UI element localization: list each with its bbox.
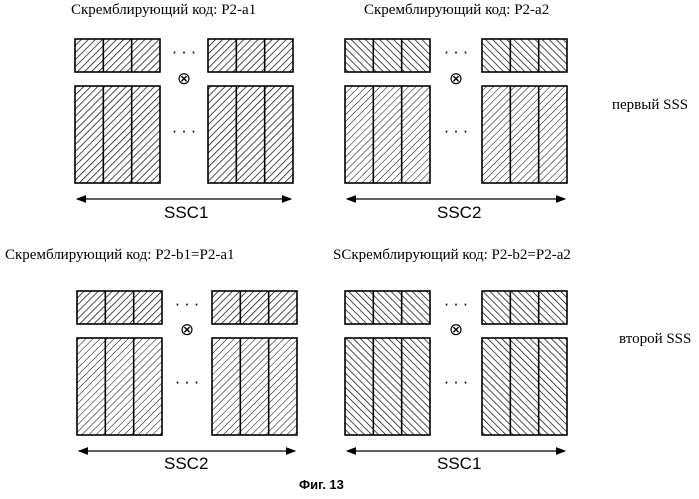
second-sss-label: второй SSS [619, 331, 691, 348]
r1p1-ellipsis-top: · · · [172, 44, 196, 62]
r2p1-sequence-block-left [77, 338, 162, 435]
panel-4-code-label: SСкремблирующий код: P2-b2=P2-a2 [333, 247, 571, 264]
r2p2-multiply-icon: ⊗ [449, 320, 463, 340]
r2p1-scramble-block-right [212, 291, 297, 324]
r1p2-ellipsis-top: · · · [444, 44, 468, 62]
panel-1-code-label: Скремблирующий код: P2-a1 [71, 2, 256, 19]
panel-4-ssc-label: SSC1 [437, 454, 481, 474]
r1p1-sequence-block-left [75, 86, 160, 183]
figure-caption: Фиг. 13 [299, 477, 344, 492]
r1p1-scramble-block-left [75, 39, 160, 72]
panel-3-ssc-label: SSC2 [164, 454, 208, 474]
r1p1-sequence-block-right [208, 86, 293, 183]
r1p1-ellipsis-bottom: · · · [172, 123, 196, 141]
r1p2-sequence-block-right [482, 86, 567, 183]
r2p2-ellipsis-top: · · · [444, 296, 468, 314]
r1p2-scramble-block-left [345, 39, 430, 72]
panel-2-ssc-label: SSC2 [437, 203, 481, 223]
r2p1-multiply-icon: ⊗ [180, 320, 194, 340]
panel-1-ssc-label: SSC1 [164, 203, 208, 223]
r2p2-ellipsis-bottom: · · · [444, 374, 468, 392]
r1p2-scramble-block-right [482, 39, 567, 72]
r2p1-ellipsis-top: · · · [175, 296, 199, 314]
r1p2-ellipsis-bottom: · · · [444, 123, 468, 141]
r2p1-scramble-block-left [77, 291, 162, 324]
r1p1-scramble-block-right [208, 39, 293, 72]
panel-3-code-label: Скремблирующий код: P2-b1=P2-a1 [5, 247, 235, 264]
panel-2-code-label: Скремблирующий код: P2-a2 [364, 2, 549, 19]
r2p2-scramble-block-left [345, 291, 430, 324]
r2p2-scramble-block-right [482, 291, 567, 324]
r2p2-sequence-block-left [345, 338, 430, 435]
r2p2-sequence-block-right [482, 338, 567, 435]
r1p1-multiply-icon: ⊗ [177, 69, 191, 89]
r1p2-multiply-icon: ⊗ [449, 69, 463, 89]
r1p2-sequence-block-left [345, 86, 430, 183]
r2p1-ellipsis-bottom: · · · [175, 374, 199, 392]
r2p1-sequence-block-right [212, 338, 297, 435]
first-sss-label: первый SSS [612, 97, 688, 114]
